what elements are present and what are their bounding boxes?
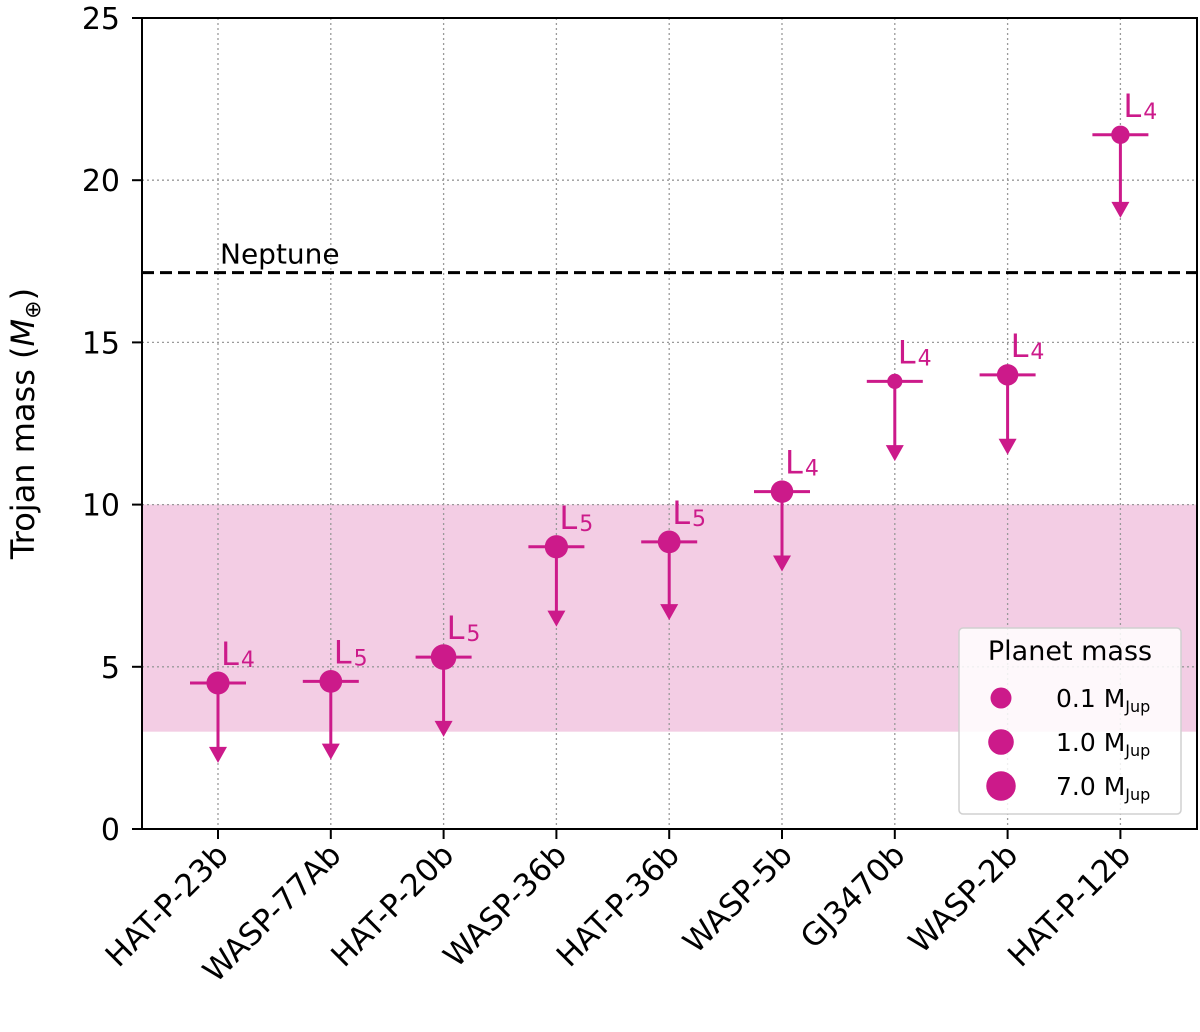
y-axis: 0 5 10 15 20 25 xyxy=(82,2,142,848)
y-tick-label-3: 15 xyxy=(82,326,120,361)
lagrange-label-sub-1: 5 xyxy=(354,646,368,671)
point-group-4: L5 xyxy=(641,494,706,621)
upper-limit-arrow-0 xyxy=(209,746,227,763)
lagrange-label-7: L4 xyxy=(1011,327,1045,365)
lagrange-label-sub-4: 5 xyxy=(692,507,706,532)
legend-label-sub-1: Jup xyxy=(1124,741,1150,760)
point-group-5: L4 xyxy=(754,444,819,572)
point-5 xyxy=(770,480,794,503)
lagrange-label-sub-2: 5 xyxy=(466,622,480,647)
y-axis-label-unit: M xyxy=(4,319,42,347)
point-group-7: L4 xyxy=(979,327,1045,455)
lagrange-label-main-8: L xyxy=(1123,87,1141,125)
legend-marker-1 xyxy=(988,729,1014,755)
lagrange-label-sub-7: 4 xyxy=(1030,340,1044,365)
upper-limit-arrow-8 xyxy=(1111,201,1130,218)
lagrange-label-main-7: L xyxy=(1011,327,1029,365)
point-3 xyxy=(544,535,569,559)
legend-label-0: 0.1 MJup xyxy=(1056,684,1150,716)
lagrange-label-sub-3: 5 xyxy=(579,512,593,537)
y-axis-label-unit-sub: ⊕ xyxy=(21,300,46,318)
x-tick-label-3: WASP-36b xyxy=(437,837,574,974)
y-tick-label-0: 0 xyxy=(101,813,120,848)
upper-limit-arrow-3 xyxy=(547,610,566,627)
lagrange-label-sub-8: 4 xyxy=(1143,100,1157,125)
x-tick-label-6: GJ3470b xyxy=(794,837,913,956)
lagrange-label-4: L5 xyxy=(672,494,706,532)
y-axis-label-paren-open: ( xyxy=(4,346,42,358)
lagrange-label-sub-5: 4 xyxy=(805,457,819,482)
lagrange-label-main-4: L xyxy=(672,494,690,532)
legend-label-main-0: 0.1 M xyxy=(1056,684,1125,713)
y-tick-label-4: 20 xyxy=(82,164,120,199)
point-1 xyxy=(319,670,343,693)
lagrange-label-sub-0: 4 xyxy=(241,648,255,673)
lagrange-label-main-5: L xyxy=(785,444,803,482)
lagrange-label-main-3: L xyxy=(559,499,577,537)
point-7 xyxy=(996,364,1019,386)
point-group-8: L4 xyxy=(1092,87,1157,218)
y-tick-label-2: 10 xyxy=(82,489,120,524)
lagrange-label-3: L5 xyxy=(559,499,593,537)
y-tick-label-5: 25 xyxy=(82,2,120,37)
point-8 xyxy=(1111,125,1130,144)
lagrange-label-6: L4 xyxy=(898,333,932,371)
point-group-3: L5 xyxy=(528,499,593,627)
point-4 xyxy=(657,530,681,554)
point-6 xyxy=(887,373,903,389)
lagrange-label-main-6: L xyxy=(898,333,916,371)
point-group-2: L5 xyxy=(415,609,481,737)
y-tick-label-1: 5 xyxy=(101,651,120,686)
point-group-0: L4 xyxy=(190,635,255,763)
legend-label-sub-0: Jup xyxy=(1124,697,1150,716)
neptune-label: Neptune xyxy=(220,238,340,271)
lagrange-label-0: L4 xyxy=(221,635,255,673)
upper-limit-arrow-5 xyxy=(773,555,791,572)
lagrange-label-8: L4 xyxy=(1123,87,1157,125)
lagrange-label-5: L4 xyxy=(785,444,819,482)
point-2 xyxy=(430,644,457,670)
legend-label-sub-2: Jup xyxy=(1124,785,1150,804)
y-axis-label: Trojan mass (M⊕) xyxy=(4,288,46,560)
x-tick-label-4: HAT-P-36b xyxy=(550,837,687,974)
legend-label-main-1: 1.0 M xyxy=(1056,728,1125,757)
upper-limit-arrow-4 xyxy=(660,604,679,621)
point-0 xyxy=(206,671,230,695)
lagrange-label-main-1: L xyxy=(334,633,352,671)
legend-title: Planet mass xyxy=(988,636,1152,667)
legend-marker-0 xyxy=(990,687,1012,709)
legend-label-main-2: 7.0 M xyxy=(1056,772,1125,801)
upper-limit-arrow-2 xyxy=(434,720,453,737)
lagrange-label-1: L5 xyxy=(334,633,368,671)
upper-limit-arrow-7 xyxy=(998,438,1017,455)
point-group-6: L4 xyxy=(866,333,932,462)
legend-box xyxy=(958,627,1182,815)
lagrange-label-sub-6: 4 xyxy=(918,346,932,371)
point-group-1: L5 xyxy=(302,633,368,760)
y-axis-label-paren-close: ) xyxy=(4,288,42,300)
lagrange-label-2: L5 xyxy=(447,609,481,647)
legend-label-2: 7.0 MJup xyxy=(1056,772,1150,804)
legend-marker-2 xyxy=(986,771,1016,801)
legend-label-1: 1.0 MJup xyxy=(1056,728,1150,760)
x-axis: HAT-P-23bWASP-77AbHAT-P-20bWASP-36bHAT-P… xyxy=(99,829,1138,989)
lagrange-label-main-2: L xyxy=(447,609,465,647)
upper-limit-arrow-1 xyxy=(321,743,340,760)
x-tick-label-8: HAT-P-12b xyxy=(1001,837,1138,974)
lagrange-label-main-0: L xyxy=(221,635,239,673)
neptune-reference: Neptune xyxy=(142,238,1197,275)
upper-limit-arrow-6 xyxy=(885,445,904,462)
x-tick-label-5: WASP-5b xyxy=(676,837,799,960)
y-axis-label-text: Trojan mass xyxy=(4,369,42,560)
